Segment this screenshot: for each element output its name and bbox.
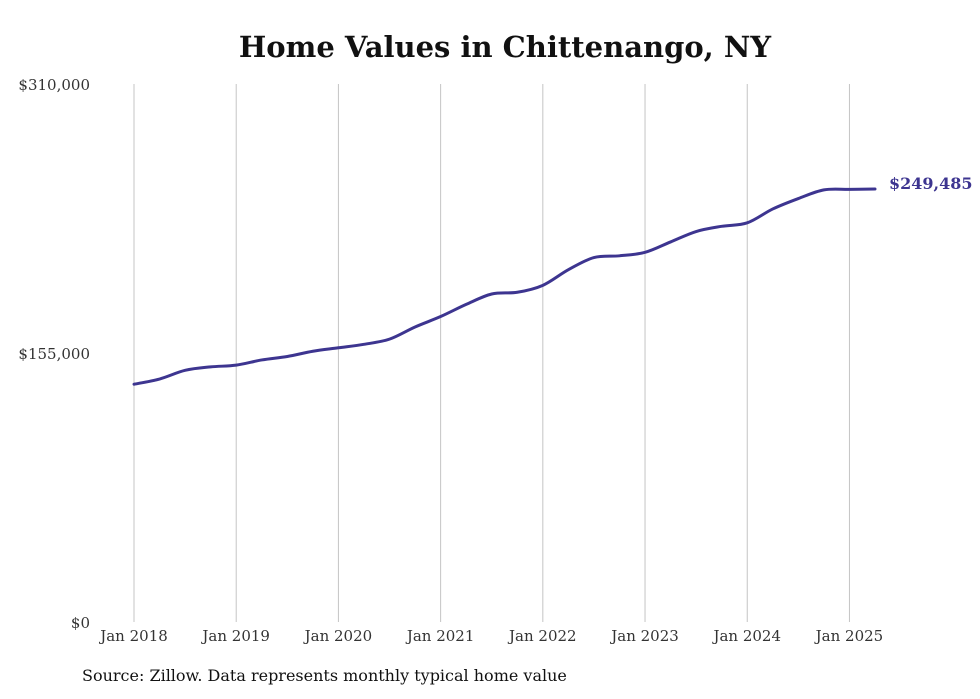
x-tick-label: Jan 2024 — [711, 627, 781, 645]
series-line — [132, 187, 877, 386]
x-tick-label: Jan 2022 — [507, 627, 577, 645]
y-tick-label: $0 — [71, 614, 90, 632]
x-tick-label: Jan 2025 — [814, 627, 884, 645]
chart-title: Home Values in Chittenango, NY — [238, 30, 772, 64]
end-value-label: $249,485 — [889, 174, 973, 193]
x-tick-label: Jan 2020 — [303, 627, 373, 645]
source-note: Source: Zillow. Data represents monthly … — [82, 666, 567, 685]
y-tick-label: $310,000 — [18, 76, 90, 94]
x-tick-label: Jan 2023 — [609, 627, 679, 645]
x-tick-label: Jan 2019 — [200, 627, 270, 645]
x-tick-label: Jan 2018 — [98, 627, 168, 645]
y-tick-label: $155,000 — [18, 345, 90, 363]
x-tick-label: Jan 2021 — [405, 627, 475, 645]
